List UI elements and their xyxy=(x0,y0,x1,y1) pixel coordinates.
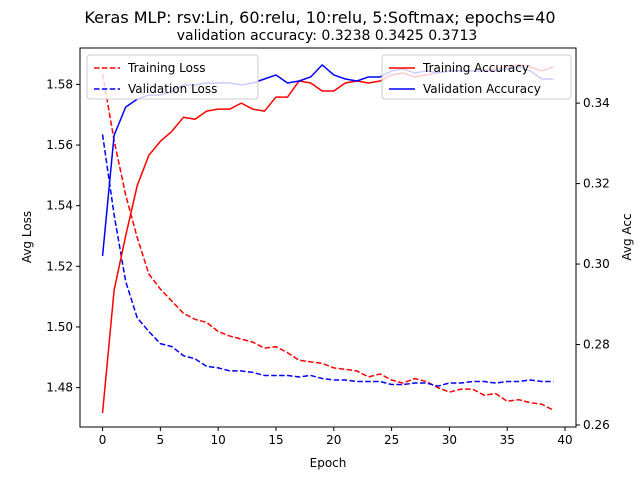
chart-subtitle: validation accuracy: 0.3238 0.3425 0.371… xyxy=(177,28,478,44)
plot-area-frame xyxy=(79,47,577,428)
x-tick-label: 5 xyxy=(157,433,165,447)
left-y-tick-label: 1.54 xyxy=(46,199,73,213)
x-tick-label: 35 xyxy=(500,433,515,447)
right-y-tick-label: 0.26 xyxy=(583,418,610,432)
left-y-tick-label: 1.48 xyxy=(46,381,73,395)
x-tick-label: 25 xyxy=(384,433,399,447)
x-axis-label: Epoch xyxy=(310,456,347,470)
legend-label: Training Loss xyxy=(127,61,205,75)
legend-box xyxy=(86,54,259,100)
left-y-tick-label: 1.52 xyxy=(46,259,73,273)
right-y-tick-label: 0.30 xyxy=(583,257,610,271)
x-tick-label: 10 xyxy=(211,433,226,447)
right-y-tick-label: 0.32 xyxy=(583,177,610,191)
left-y-tick-label: 1.56 xyxy=(46,138,73,152)
chart-title: Keras MLP: rsv:Lin, 60:relu, 10:relu, 5:… xyxy=(84,8,555,27)
left-y-axis-label: Avg Loss xyxy=(20,211,34,263)
series-line-validation-loss xyxy=(101,134,554,387)
x-tick-label: 30 xyxy=(442,433,457,447)
legend-box xyxy=(381,54,572,100)
legend-label: Validation Loss xyxy=(128,82,217,96)
right-y-tick-label: 0.34 xyxy=(583,96,610,110)
axes-layer: 0 5 10 15 20 25 30 35 40 1.48 1.50 1.52 1.54 1.56 1.58… xyxy=(46,77,609,447)
legend-label: Training Accuracy xyxy=(422,61,529,75)
right-y-axis-label: Avg Acc xyxy=(620,213,634,260)
x-tick-label: 15 xyxy=(268,433,283,447)
x-tick-label: 20 xyxy=(326,433,341,447)
right-y-tick-label: 0.28 xyxy=(583,338,610,352)
left-y-tick-label: 1.58 xyxy=(46,77,73,91)
legend-label: Validation Accuracy xyxy=(423,82,541,96)
left-y-tick-label: 1.50 xyxy=(46,320,73,334)
x-tick-label: 0 xyxy=(99,433,107,447)
legend-layer: Training Loss Validation Loss Training Acc… xyxy=(86,54,572,100)
series-line-training-loss xyxy=(101,73,554,411)
x-tick-label: 40 xyxy=(557,433,572,447)
